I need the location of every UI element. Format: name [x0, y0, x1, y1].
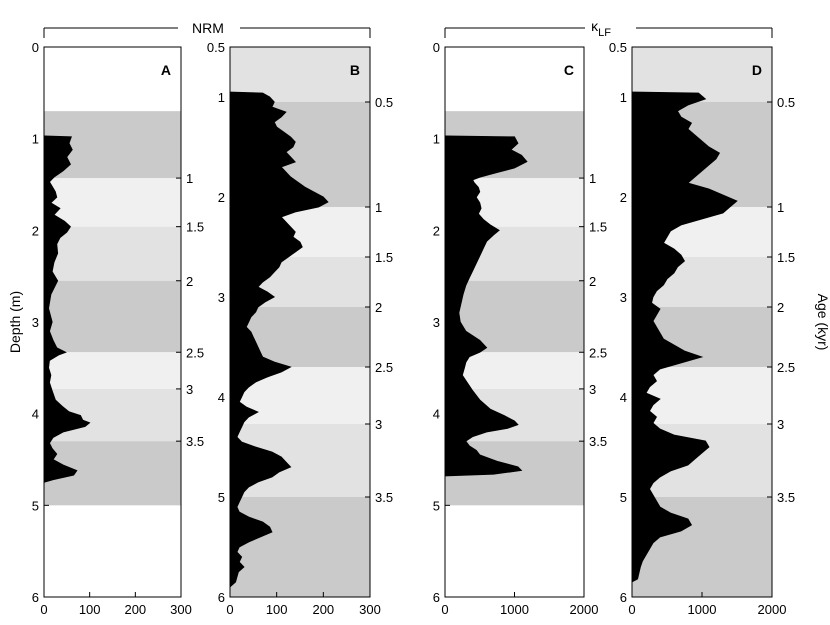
panel-frame: [229, 46, 371, 598]
depth-tick-label: 6: [433, 590, 440, 605]
age-tick-label: 3: [186, 382, 193, 397]
depth-tick-label: 1: [620, 90, 627, 105]
data-area: [229, 91, 329, 588]
age-tick-label: 3.5: [186, 434, 204, 449]
x-tick-label: 100: [79, 602, 101, 617]
age-tick-label: 2.5: [186, 345, 204, 360]
depth-tick-label: 2: [32, 223, 39, 238]
age-tick-label: 2: [589, 274, 596, 289]
depth-tick-label: 6: [620, 590, 627, 605]
x-tick-label: 2000: [758, 602, 787, 617]
age-tick-label: 1.5: [186, 220, 204, 235]
age-band: [44, 226, 181, 281]
panel-label: B: [350, 62, 360, 78]
depth-tick-label: 2: [433, 223, 440, 238]
depth-tick-label: 3: [32, 315, 39, 330]
depth-tick-label: 4: [32, 407, 39, 422]
age-tick-label: 1.5: [777, 250, 795, 265]
x-tick-label: 200: [312, 602, 334, 617]
age-band: [44, 352, 181, 389]
depth-tick-label: 6: [32, 590, 39, 605]
depth-tick-label: 0.5: [207, 40, 225, 55]
x-tick-label: 1000: [688, 602, 717, 617]
depth-tick-label: 2: [218, 190, 225, 205]
x-tick-label: 0: [40, 602, 47, 617]
age-band: [44, 280, 181, 353]
x-tick-label: 2000: [570, 602, 599, 617]
depth-tick-label: 2: [620, 190, 627, 205]
depth-tick-label: 5: [433, 498, 440, 513]
age-tick-label: 3: [375, 417, 382, 432]
panel-label: C: [564, 62, 574, 78]
x-tick-label: 0: [628, 602, 635, 617]
panel-label: A: [161, 62, 171, 78]
age-tick-label: 1: [186, 171, 193, 186]
age-tick-label: 2.5: [589, 345, 607, 360]
depth-tick-label: 3: [433, 315, 440, 330]
klf-bracket: κLF: [444, 18, 773, 39]
x-tick-label: 0: [226, 602, 233, 617]
age-tick-label: 3: [589, 382, 596, 397]
depth-tick-label: 5: [218, 490, 225, 505]
panel-c: C 0 1 2 3 4 5 6 1 1.5 2 2.5 3 3.5 0 1000 2000: [433, 40, 607, 617]
age-band: [632, 367, 772, 424]
depth-tick-label: 6: [218, 590, 225, 605]
age-tick-label: 1: [777, 200, 784, 215]
nrm-bracket: NRM: [43, 20, 371, 38]
depth-tick-label: 1: [433, 132, 440, 147]
depth-tick-label: 0.5: [609, 40, 627, 55]
x-tick-label: 100: [266, 602, 288, 617]
x-tick-label: 1000: [500, 602, 529, 617]
age-tick-label: 1: [375, 200, 382, 215]
panel-a: A 0 1 2 3 4 5 6 1 1.5 2 2.5 3 3.5 0 100 200 300: [32, 40, 204, 617]
panel-label: D: [752, 62, 762, 78]
age-tick-label: 2.5: [777, 360, 795, 375]
depth-tick-label: 1: [218, 90, 225, 105]
age-tick-label: 1.5: [375, 250, 393, 265]
age-tick-label: 1.5: [589, 220, 607, 235]
data-area: [43, 135, 91, 483]
depth-tick-label: 3: [218, 290, 225, 305]
y-axis-title-right: Age (kyr): [815, 294, 830, 351]
age-tick-label: 2: [375, 300, 382, 315]
data-area: [631, 91, 738, 583]
depth-tick-label: 1: [32, 132, 39, 147]
panel-b: B 0.5 1 2 3 4 5 6 0.5 1 1.5 2 2.5 3 3.5 0 100 200 300: [207, 40, 393, 617]
panel-d: D 0.5 1 2 3 4 5 6 0.5 1 1.5 2 2.5 3 3.5 0 1000 2000: [609, 40, 795, 617]
x-tick-label: 300: [359, 602, 381, 617]
data-area: [444, 135, 528, 477]
age-tick-label: 2: [186, 274, 193, 289]
depth-tick-label: 4: [218, 390, 225, 405]
age-tick-label: 0.5: [777, 95, 795, 110]
depth-tick-label: 4: [433, 407, 440, 422]
klf-label: κLF: [591, 18, 611, 39]
x-tick-label: 200: [124, 602, 146, 617]
depth-tick-label: 0: [32, 40, 39, 55]
depth-tick-label: 3: [620, 290, 627, 305]
depth-tick-label: 5: [620, 490, 627, 505]
klf-label-main: κ: [591, 18, 599, 34]
age-tick-label: 2: [777, 300, 784, 315]
nrm-label: NRM: [192, 20, 224, 36]
age-tick-label: 3: [777, 417, 784, 432]
x-tick-label: 300: [170, 602, 192, 617]
age-tick-label: 3.5: [375, 490, 393, 505]
age-tick-label: 3.5: [589, 434, 607, 449]
klf-label-sub: LF: [598, 27, 611, 39]
depth-tick-label: 4: [620, 390, 627, 405]
age-band: [230, 497, 370, 597]
age-tick-label: 3.5: [777, 490, 795, 505]
depth-tick-label: 5: [32, 498, 39, 513]
age-band: [44, 178, 181, 227]
depth-tick-label: 0: [433, 40, 440, 55]
x-tick-label: 0: [441, 602, 448, 617]
age-tick-label: 0.5: [375, 95, 393, 110]
age-tick-label: 1: [589, 171, 596, 186]
age-tick-label: 2.5: [375, 360, 393, 375]
y-axis-title-left: Depth (m): [7, 291, 23, 353]
